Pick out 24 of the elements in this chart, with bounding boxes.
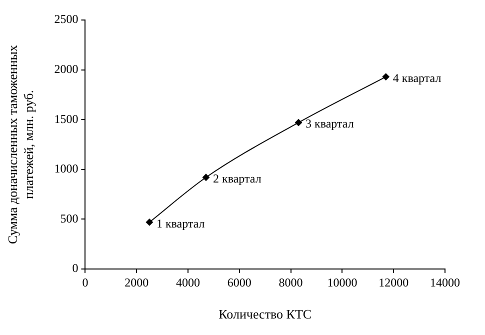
- x-axis-title: Количество КТС: [218, 306, 312, 322]
- x-tick-label: 4000: [176, 275, 200, 290]
- x-tick-label: 12000: [378, 275, 409, 290]
- point: [295, 119, 302, 126]
- x-tick-label: 14000: [430, 275, 460, 290]
- x-tick-label: 0: [82, 275, 88, 290]
- point: [202, 174, 210, 181]
- x-tick-label: 8000: [278, 275, 303, 290]
- x-tick-label: 6000: [227, 275, 252, 290]
- point: [382, 73, 390, 80]
- y-tick-label: 500: [60, 211, 78, 226]
- annotation: 4 квартал: [392, 70, 442, 85]
- point: [146, 218, 153, 226]
- x-tick-label: 2000: [124, 275, 149, 290]
- y-tick-label: 2500: [54, 12, 78, 26]
- y-tick-label: 1500: [54, 112, 78, 126]
- y-axis-title: Сумма доначисленных таможенных платежей, млн. руб.: [5, 44, 36, 244]
- annotation: 2 квартал: [212, 172, 262, 186]
- y-tick-label: 1000: [54, 162, 78, 176]
- annotation: 3 квартал: [306, 116, 354, 131]
- annotation: 1 квартал: [156, 216, 205, 230]
- x-tick-label: 10000: [327, 275, 358, 290]
- y-tick-label: 2000: [54, 62, 78, 76]
- y-tick-label: 0: [72, 261, 78, 276]
